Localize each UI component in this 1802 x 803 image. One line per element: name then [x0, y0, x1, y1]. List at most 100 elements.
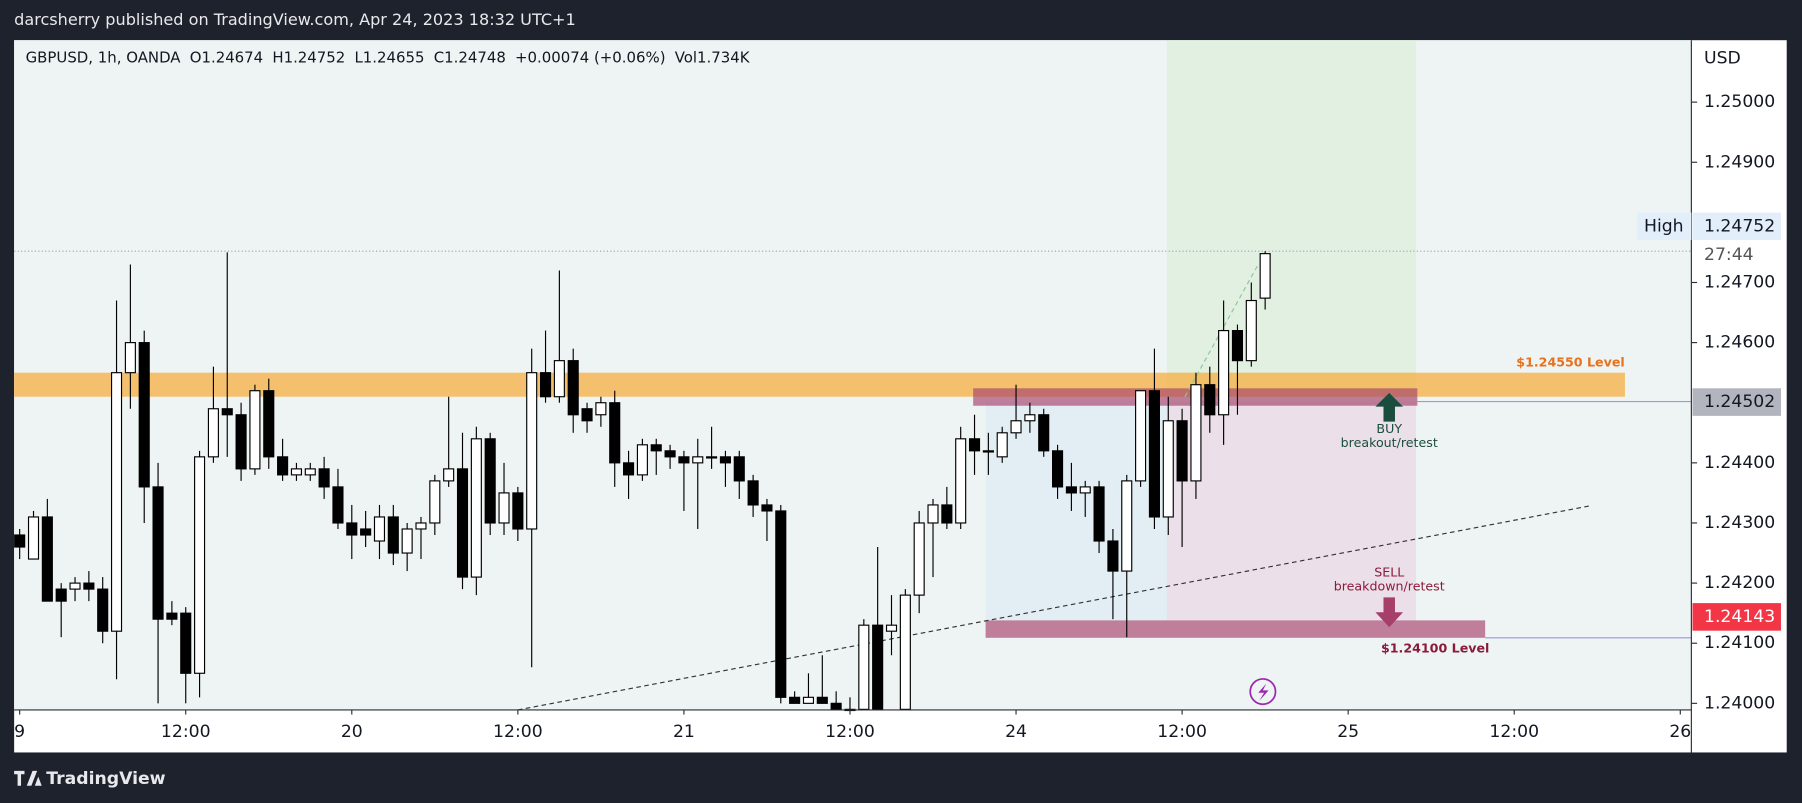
x-tick-label: 12:00 [1489, 722, 1539, 742]
zone [1166, 40, 1416, 402]
zone [1166, 401, 1416, 621]
axes: 1.24000 1.24100 1.24200 1.24300 1.24400 1.246… [14, 92, 1775, 742]
candle-body [1010, 420, 1022, 434]
candle-body [581, 408, 593, 422]
candle-body [304, 468, 316, 476]
buy-arrow [1375, 392, 1404, 422]
candle-body [982, 450, 994, 453]
candle-body [221, 408, 233, 416]
candle-body [1176, 420, 1188, 482]
x-tick-label: 12:00 [1157, 722, 1207, 742]
candle-body [636, 444, 648, 476]
candle-body [1218, 330, 1230, 416]
candle-body [138, 342, 150, 488]
candle-body [802, 696, 815, 704]
candle-body [623, 462, 635, 476]
zone [985, 620, 1486, 638]
candle-body [747, 480, 759, 506]
sell-arrow [1375, 597, 1404, 628]
candle-body [207, 408, 219, 458]
high-value: 1.24752 [1704, 216, 1775, 236]
candle-body [968, 438, 981, 452]
candle-body [124, 342, 136, 374]
candle-body [41, 516, 53, 602]
x-tick-label: 12:00 [161, 722, 211, 742]
candle-body [263, 390, 275, 458]
legend-value: L1.24655 [354, 49, 424, 67]
candle-body [1162, 420, 1174, 518]
legend: GBPUSD, 1h, OANDA O1.24674 H1.24752 L1.2465… [26, 49, 751, 67]
high-label-box [1637, 212, 1692, 241]
x-tick-label: 12:00 [493, 722, 543, 742]
currency: USD [1704, 49, 1741, 69]
logo [14, 770, 42, 786]
candle-body [830, 702, 842, 710]
high-label: High [1644, 216, 1684, 236]
candle-body [277, 456, 289, 476]
x-tick-label: 25 [1337, 722, 1359, 742]
plot [14, 40, 1692, 712]
candle-body [387, 516, 399, 554]
candle-body [249, 390, 261, 470]
candle-body [415, 522, 427, 530]
event-icon[interactable] [1249, 678, 1277, 706]
y-tick-label: 1.24700 [1704, 272, 1775, 292]
candle-body [609, 402, 621, 464]
level-price-box [1692, 603, 1781, 631]
buy-label: BUY [1376, 421, 1402, 436]
candle-body [166, 612, 178, 620]
candle-body [706, 456, 718, 459]
x-tick-label: 26 [1669, 722, 1691, 742]
candle-body [1148, 390, 1160, 518]
candle-body [872, 624, 884, 710]
candle-body [110, 372, 123, 632]
candle-body [927, 504, 939, 524]
candle-body [761, 504, 773, 512]
candle-body [484, 438, 496, 524]
candle-body [1259, 253, 1271, 299]
countdown: 27:44 [1704, 245, 1754, 265]
candle-body [1135, 390, 1147, 482]
candle-body [443, 468, 455, 482]
candle-body [401, 528, 413, 554]
level-label: $1.24100 Level [1381, 641, 1489, 656]
legend-value: C1.24748 [434, 49, 506, 67]
y-tick-label: 1.24600 [1704, 333, 1775, 353]
candle-body [456, 468, 469, 578]
x-tick-label: 20 [341, 722, 363, 742]
candle-body [97, 588, 109, 632]
sell-note: breakdown/retest [1334, 579, 1445, 594]
y-tick-label: 1.24200 [1704, 573, 1775, 593]
candle-body [429, 480, 441, 524]
candle-body [1079, 486, 1091, 494]
candle-body [664, 450, 676, 458]
candle-body [650, 444, 662, 452]
legend-value: O1.24674 [190, 49, 263, 67]
level-price-box [1692, 388, 1781, 416]
candle-body [1231, 330, 1244, 362]
event-icon-bolt [1258, 683, 1269, 701]
candle-body [775, 510, 787, 698]
candle-body [733, 456, 745, 482]
candle-body [719, 456, 731, 464]
candle-body [1121, 480, 1133, 572]
candle-body [27, 516, 40, 560]
candle-body [498, 492, 510, 524]
level-price: 1.24502 [1704, 392, 1775, 412]
candle-body [83, 582, 95, 590]
candle-body [1038, 414, 1050, 452]
legend-value: Vol1.734K [675, 49, 751, 67]
x-tick-label: 21 [673, 722, 695, 742]
candle-body [1245, 299, 1257, 362]
candle-body [913, 522, 925, 596]
candle-body [1065, 486, 1077, 494]
y-tick-label: 1.24900 [1704, 152, 1775, 172]
candle-body [512, 492, 524, 530]
legend-value: +0.00074 (+0.06%) [515, 49, 666, 67]
y-tick-label: 1.24000 [1704, 693, 1775, 713]
candle-body [194, 456, 206, 674]
candle-body [996, 432, 1008, 458]
candle-body [318, 468, 330, 488]
publish-info: darcsherry published on TradingView.com,… [14, 10, 576, 29]
candle-body [678, 456, 690, 464]
